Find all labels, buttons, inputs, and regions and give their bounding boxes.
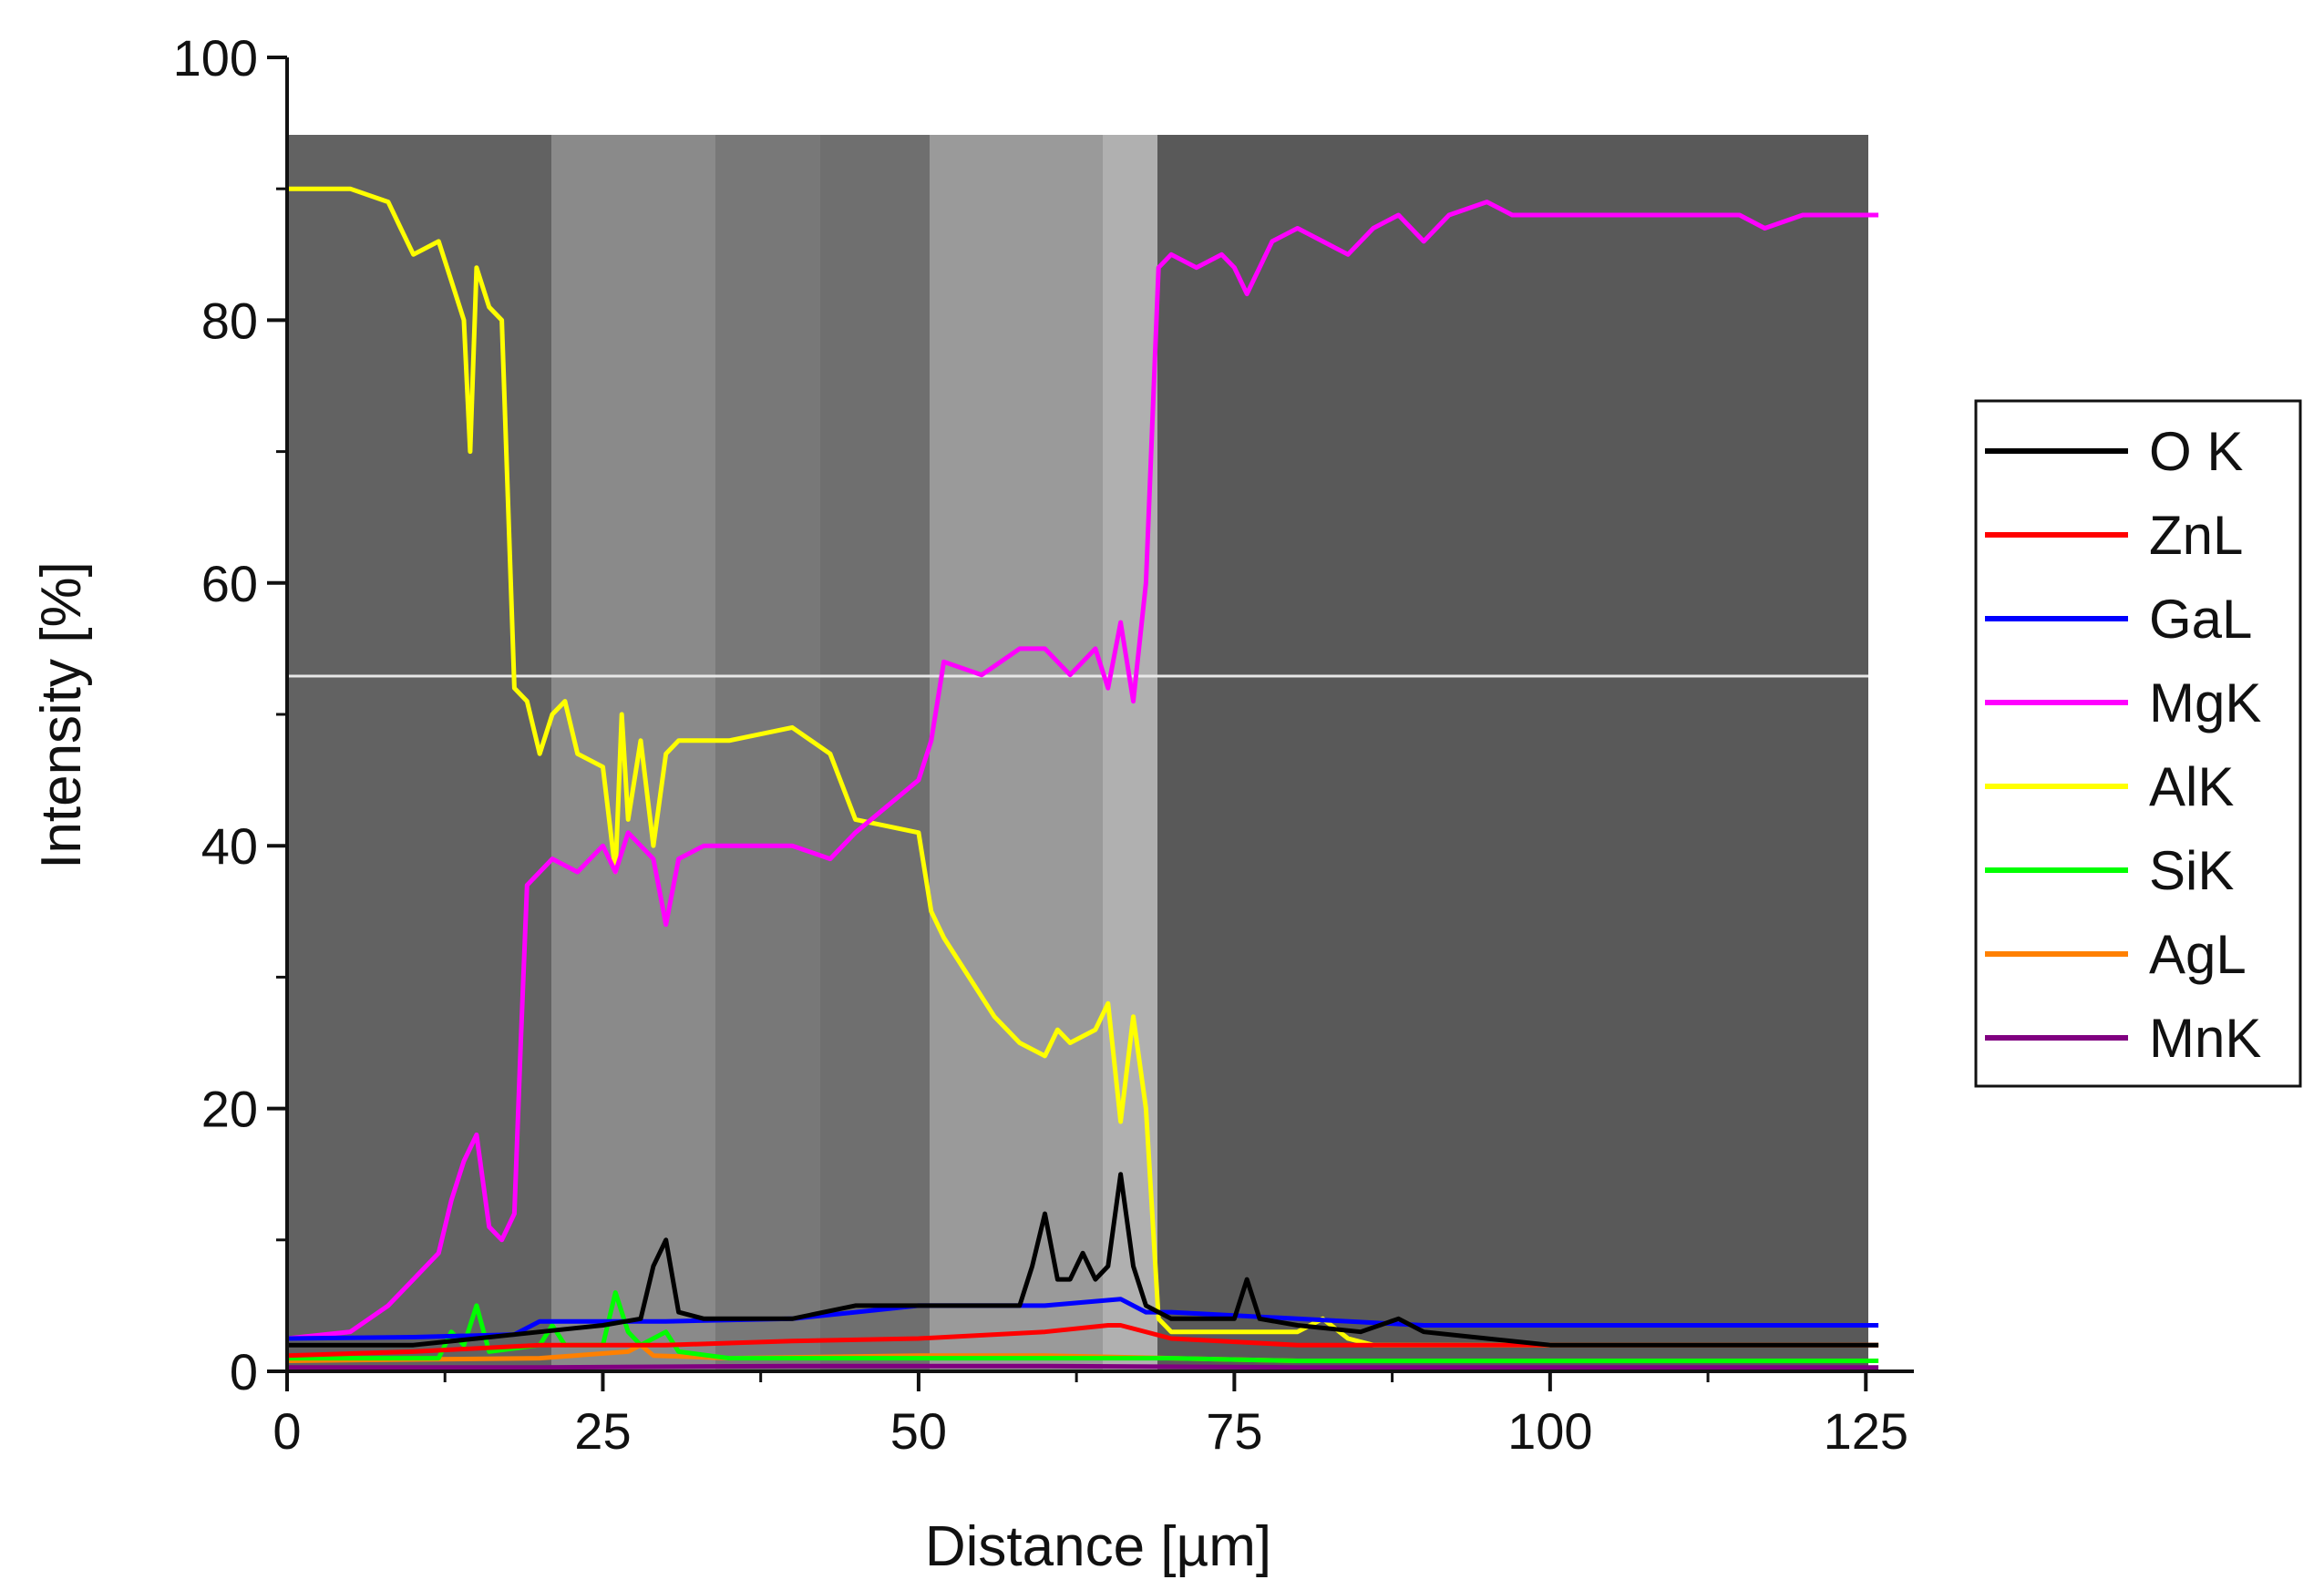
legend-label: GaL (2149, 589, 2252, 650)
x-tick-label: 75 (1206, 1402, 1262, 1460)
y-tick-label: 0 (230, 1343, 258, 1400)
legend-label: O K (2149, 421, 2243, 482)
sem-micrograph-background (287, 135, 1868, 1371)
y-tick-label: 20 (201, 1081, 258, 1138)
series-line-alk (287, 186, 1879, 1348)
axis-ticks: 0 25 50 75 100 125 0 20 40 60 80 100 (173, 29, 1908, 1460)
x-tick-label: 0 (273, 1402, 301, 1460)
y-axis-title: Intensity [%] (30, 561, 93, 869)
legend-label: MgK (2149, 672, 2261, 733)
legend: O K ZnL GaL MgK AlK SiK AgL MnK (1974, 399, 2302, 1088)
series-lines (286, 186, 1879, 1370)
y-tick-label: 40 (201, 817, 258, 875)
legend-label: SiK (2149, 840, 2234, 901)
series-line-mnk (287, 1363, 1879, 1370)
x-tick-label: 50 (890, 1402, 947, 1460)
x-tick-label: 125 (1824, 1402, 1908, 1460)
x-tick-label: 25 (574, 1402, 631, 1460)
y-tick-label: 60 (201, 555, 258, 612)
x-tick-label: 100 (1507, 1402, 1592, 1460)
series-line-o-k (287, 1172, 1879, 1348)
x-axis-title: Distance [µm] (925, 1515, 1271, 1578)
series-line-mgk (286, 200, 1879, 1341)
legend-label: MnK (2149, 1008, 2261, 1069)
legend-label: ZnL (2149, 505, 2243, 566)
series-line-gal (286, 1297, 1879, 1341)
legend-label: AgL (2149, 924, 2247, 985)
legend-label: AlK (2149, 756, 2234, 817)
y-tick-label: 80 (201, 292, 258, 349)
y-tick-label: 100 (173, 29, 258, 87)
